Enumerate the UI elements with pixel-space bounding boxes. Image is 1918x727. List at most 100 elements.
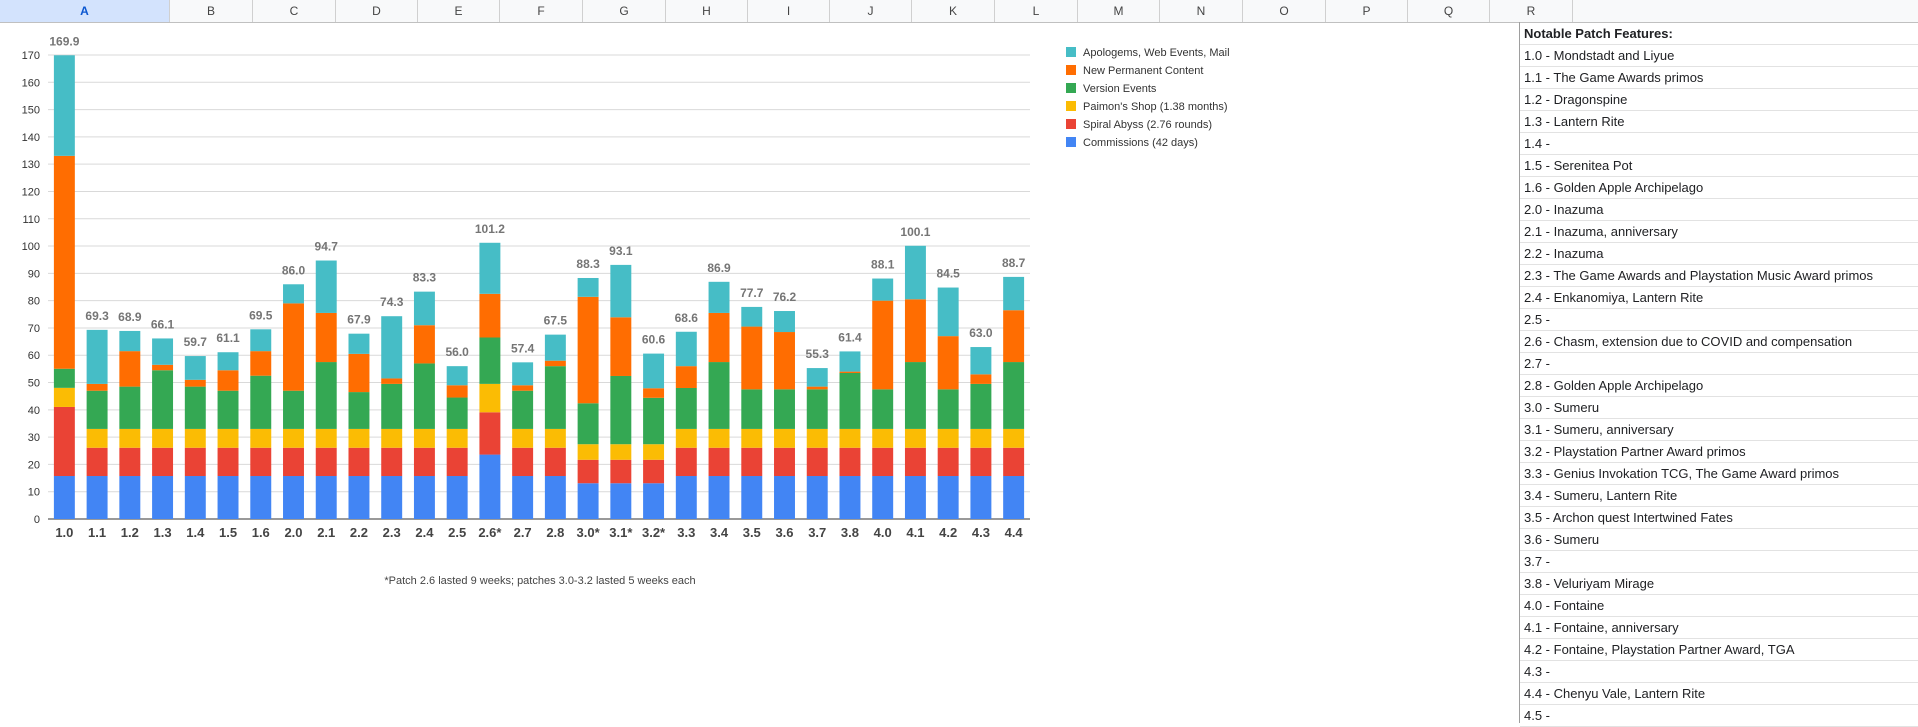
- note-row[interactable]: 1.3 - Lantern Rite: [1520, 111, 1918, 133]
- note-row[interactable]: 3.3 - Genius Invokation TCG, The Game Aw…: [1520, 463, 1918, 485]
- note-row[interactable]: 1.6 - Golden Apple Archipelago: [1520, 177, 1918, 199]
- total-label: 86.0: [282, 263, 306, 277]
- note-row[interactable]: 4.3 -: [1520, 661, 1918, 683]
- total-label: 60.6: [642, 333, 666, 347]
- total-label: 68.9: [118, 310, 142, 324]
- bar-segment: [413, 291, 435, 326]
- note-row[interactable]: 1.0 - Mondstadt and Liyue: [1520, 45, 1918, 67]
- notes-column: Notable Patch Features: 1.0 - Mondstadt …: [1520, 23, 1918, 727]
- bar-segment: [217, 352, 239, 371]
- note-row[interactable]: 3.7 -: [1520, 551, 1918, 573]
- legend: Apologems, Web Events, Mail New Permanent…: [1066, 47, 1230, 149]
- note-row[interactable]: 3.2 - Playstation Partner Award primos: [1520, 441, 1918, 463]
- bar-segment: [250, 447, 272, 477]
- column-header-i[interactable]: I: [748, 0, 830, 22]
- bar-segment: [806, 386, 828, 390]
- note-row[interactable]: 4.0 - Fontaine: [1520, 595, 1918, 617]
- note-row[interactable]: 3.8 - Veluriyam Mirage: [1520, 573, 1918, 595]
- bar-segment: [217, 390, 239, 429]
- note-row[interactable]: 4.5 -: [1520, 705, 1918, 727]
- bar-segment: [937, 336, 959, 390]
- note-row[interactable]: 3.4 - Sumeru, Lantern Rite: [1520, 485, 1918, 507]
- note-row[interactable]: 2.0 - Inazuma: [1520, 199, 1918, 221]
- column-header-r[interactable]: R: [1490, 0, 1573, 22]
- total-label: 93.1: [609, 244, 633, 258]
- bar-segment: [741, 428, 763, 448]
- bar-segment: [283, 303, 304, 391]
- bar-segment: [381, 378, 403, 384]
- note-row[interactable]: 2.3 - The Game Awards and Playstation Mu…: [1520, 265, 1918, 287]
- note-row[interactable]: 3.6 - Sumeru: [1520, 529, 1918, 551]
- note-row[interactable]: 3.5 - Archon quest Intertwined Fates: [1520, 507, 1918, 529]
- bar-segment: [119, 351, 141, 387]
- legend-label: Apologems, Web Events, Mail: [1083, 47, 1230, 59]
- x-tick-label: 2.2: [350, 525, 368, 540]
- note-row[interactable]: 1.2 - Dragonspine: [1520, 89, 1918, 111]
- note-row[interactable]: 1.1 - The Game Awards primos: [1520, 67, 1918, 89]
- chart-sheet-divider: [1519, 22, 1520, 723]
- note-row[interactable]: 2.5 -: [1520, 309, 1918, 331]
- note-row[interactable]: 2.4 - Enkanomiya, Lantern Rite: [1520, 287, 1918, 309]
- bar-segment: [479, 412, 501, 455]
- total-label: 56.0: [445, 345, 469, 359]
- y-tick-label: 100: [22, 241, 40, 253]
- column-header-h[interactable]: H: [666, 0, 748, 22]
- bar-segment: [184, 386, 206, 429]
- legend-label: Commissions (42 days): [1083, 137, 1198, 149]
- column-header-d[interactable]: D: [336, 0, 418, 22]
- note-row[interactable]: 2.7 -: [1520, 353, 1918, 375]
- bar-segment: [643, 444, 665, 460]
- bar-segment: [970, 374, 992, 384]
- column-header-o[interactable]: O: [1243, 0, 1326, 22]
- column-header-m[interactable]: M: [1078, 0, 1160, 22]
- total-label: 101.2: [475, 222, 505, 236]
- column-header-l[interactable]: L: [995, 0, 1078, 22]
- bar-segment: [86, 383, 108, 391]
- column-header-q[interactable]: Q: [1408, 0, 1490, 22]
- note-row[interactable]: 1.5 - Serenitea Pot: [1520, 155, 1918, 177]
- note-row[interactable]: 2.2 - Inazuma: [1520, 243, 1918, 265]
- bar-segment: [675, 387, 697, 429]
- bar-segment: [53, 368, 75, 388]
- bar-segment: [53, 155, 75, 369]
- note-row[interactable]: 3.1 - Sumeru, anniversary: [1520, 419, 1918, 441]
- x-tick-label: 2.3: [383, 525, 401, 540]
- bar-segment: [741, 326, 763, 390]
- note-row[interactable]: 4.1 - Fontaine, anniversary: [1520, 617, 1918, 639]
- bar-segment: [413, 363, 435, 429]
- bar-segment: [544, 428, 566, 448]
- bar-segment: [512, 362, 534, 386]
- column-header-k[interactable]: K: [912, 0, 995, 22]
- bar-segment: [675, 447, 697, 477]
- bar-segment: [643, 459, 665, 484]
- bar-segment: [970, 347, 992, 375]
- note-row[interactable]: 2.1 - Inazuma, anniversary: [1520, 221, 1918, 243]
- note-row[interactable]: 2.6 - Chasm, extension due to COVID and …: [1520, 331, 1918, 353]
- chart-footnote: *Patch 2.6 lasted 9 weeks; patches 3.0-3…: [384, 575, 695, 587]
- x-tick-label: 3.4: [710, 525, 729, 540]
- column-header-f[interactable]: F: [500, 0, 583, 22]
- column-header-e[interactable]: E: [418, 0, 500, 22]
- column-header-a[interactable]: A: [0, 0, 170, 22]
- column-header-j[interactable]: J: [830, 0, 912, 22]
- bar-segment: [413, 476, 435, 519]
- column-header-c[interactable]: C: [253, 0, 336, 22]
- column-header-g[interactable]: G: [583, 0, 666, 22]
- note-row[interactable]: 1.4 -: [1520, 133, 1918, 155]
- bar-segment: [806, 428, 828, 448]
- bar-segment: [643, 388, 665, 398]
- column-header-p[interactable]: P: [1326, 0, 1408, 22]
- note-row[interactable]: 4.2 - Fontaine, Playstation Partner Awar…: [1520, 639, 1918, 661]
- column-header-b[interactable]: B: [170, 0, 253, 22]
- note-row[interactable]: 3.0 - Sumeru: [1520, 397, 1918, 419]
- bar-segment: [970, 476, 992, 519]
- column-header-n[interactable]: N: [1160, 0, 1243, 22]
- note-row[interactable]: 4.4 - Chenyu Vale, Lantern Rite: [1520, 683, 1918, 705]
- notes-header[interactable]: Notable Patch Features:: [1520, 23, 1918, 45]
- x-tick-label: 4.1: [906, 525, 924, 540]
- bar-segment: [675, 476, 697, 519]
- y-tick-label: 130: [22, 159, 40, 171]
- note-row[interactable]: 2.8 - Golden Apple Archipelago: [1520, 375, 1918, 397]
- total-label: 69.5: [249, 308, 273, 322]
- bar-segment: [904, 245, 926, 300]
